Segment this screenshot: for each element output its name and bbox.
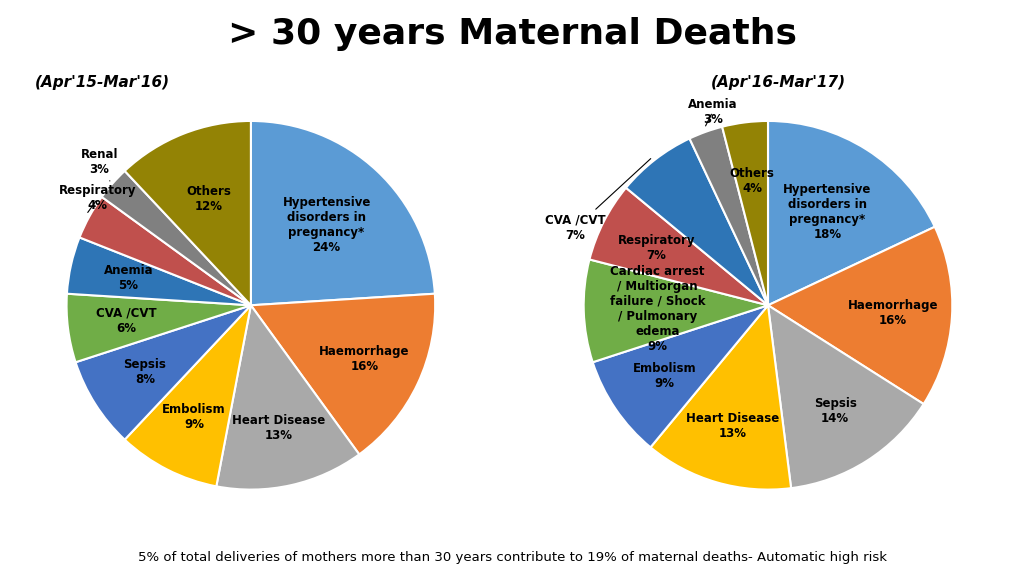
Text: CVA /CVT
6%: CVA /CVT 6% <box>96 307 157 335</box>
Wedge shape <box>251 294 435 454</box>
Wedge shape <box>768 227 952 404</box>
Text: Others
12%: Others 12% <box>186 185 231 213</box>
Text: (Apr'15-Mar'16): (Apr'15-Mar'16) <box>35 75 170 90</box>
Text: Heart Disease
13%: Heart Disease 13% <box>231 414 325 442</box>
Wedge shape <box>80 197 251 305</box>
Text: Sepsis
8%: Sepsis 8% <box>124 358 167 386</box>
Text: Haemorrhage
16%: Haemorrhage 16% <box>848 299 938 327</box>
Text: Sepsis
14%: Sepsis 14% <box>814 397 857 425</box>
Wedge shape <box>768 121 935 305</box>
Wedge shape <box>584 259 768 362</box>
Text: Hypertensive
disorders in
pregnancy*
24%: Hypertensive disorders in pregnancy* 24% <box>283 196 371 253</box>
Wedge shape <box>768 305 924 488</box>
Text: > 30 years Maternal Deaths: > 30 years Maternal Deaths <box>227 17 797 51</box>
Text: Respiratory
4%: Respiratory 4% <box>59 184 136 213</box>
Text: Haemorrhage
16%: Haemorrhage 16% <box>319 344 410 373</box>
Wedge shape <box>125 305 251 486</box>
Wedge shape <box>593 305 768 448</box>
Wedge shape <box>590 188 768 305</box>
Wedge shape <box>650 305 792 490</box>
Wedge shape <box>216 305 359 490</box>
Wedge shape <box>722 121 768 305</box>
Text: Hypertensive
disorders in
pregnancy*
18%: Hypertensive disorders in pregnancy* 18% <box>783 183 871 241</box>
Wedge shape <box>67 237 251 305</box>
Text: Heart Disease
13%: Heart Disease 13% <box>686 412 779 439</box>
Wedge shape <box>67 294 251 362</box>
Text: Embolism
9%: Embolism 9% <box>633 362 696 390</box>
Text: 5% of total deliveries of mothers more than 30 years contribute to 19% of matern: 5% of total deliveries of mothers more t… <box>137 551 887 564</box>
Text: Respiratory
7%: Respiratory 7% <box>617 234 695 263</box>
Text: (Apr'16-Mar'17): (Apr'16-Mar'17) <box>711 75 846 90</box>
Wedge shape <box>101 171 251 305</box>
Wedge shape <box>626 138 768 305</box>
Text: Embolism
9%: Embolism 9% <box>162 403 225 431</box>
Text: CVA /CVT
7%: CVA /CVT 7% <box>545 158 650 242</box>
Text: Anemia
3%: Anemia 3% <box>688 98 737 126</box>
Text: Others
4%: Others 4% <box>730 167 775 195</box>
Text: Anemia
5%: Anemia 5% <box>103 264 154 292</box>
Wedge shape <box>125 121 251 305</box>
Wedge shape <box>689 127 768 305</box>
Wedge shape <box>76 305 251 439</box>
Text: Cardiac arrest
/ Multiorgan
failure / Shock
/ Pulmonary
edema
9%: Cardiac arrest / Multiorgan failure / Sh… <box>609 265 706 353</box>
Wedge shape <box>251 121 435 305</box>
Text: Renal
3%: Renal 3% <box>81 147 118 181</box>
